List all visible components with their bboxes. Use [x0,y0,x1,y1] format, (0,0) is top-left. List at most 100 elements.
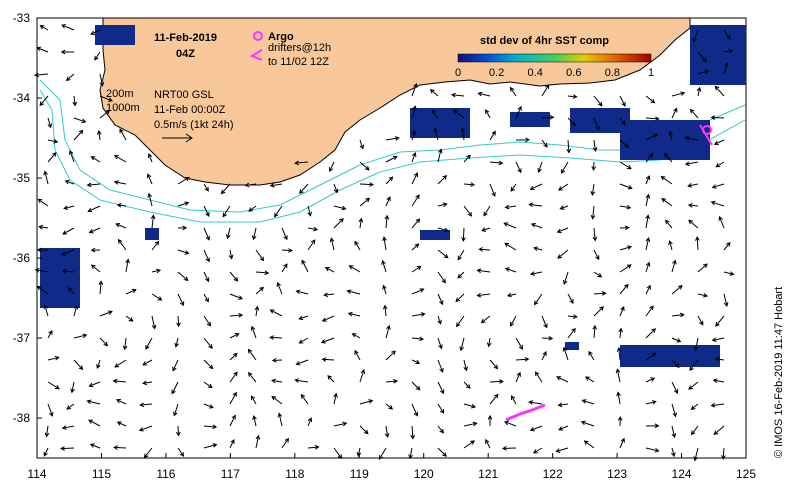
longitude-axis: 114 115 116 117 118 119 120 121 122 123 124 125 [27,453,756,481]
colorbar-tick-label: 0.6 [566,67,581,79]
current-arrow [671,425,677,439]
current-arrow [320,337,335,344]
current-arrow [723,271,735,276]
current-arrow [358,217,364,229]
current-arrow [34,72,49,78]
current-arrow [411,265,422,273]
colorbar-tick-label: 0.4 [528,67,543,79]
current-arrow [721,447,726,460]
current-arrow [113,180,127,185]
current-arrow [463,359,469,372]
current-arrow [301,259,309,273]
current-arrow [509,86,517,97]
current-arrow [119,128,127,141]
current-arrow [456,315,465,328]
current-arrow [534,371,543,383]
current-arrow [269,309,283,317]
current-arrow [567,117,577,127]
current-arrow [671,381,679,395]
current-arrow [645,116,660,122]
sst-patch [40,248,80,308]
current-arrow [203,403,214,409]
current-arrow [515,137,530,143]
current-arrow [88,227,101,234]
current-arrow [592,324,598,339]
current-arrow [307,239,316,251]
scale-arrow [162,133,193,143]
current-arrow [437,337,443,350]
current-arrow [36,46,49,53]
current-arrow [229,414,236,427]
lon-tick-label: 117 [221,467,240,481]
current-arrow [619,117,626,126]
current-arrow [203,381,213,389]
colorbar-title: std dev of 4hr SST comp [480,35,609,47]
current-arrow [333,421,348,427]
current-arrow [476,268,491,274]
current-arrow [229,312,244,318]
current-arrow [61,24,75,31]
current-arrow [504,204,517,210]
current-arrow [68,149,75,163]
current-arrow [485,108,491,119]
current-arrow [711,183,725,189]
current-arrow [619,161,632,170]
current-arrow [660,175,673,185]
current-arrow [710,115,725,120]
current-arrow [73,333,88,339]
current-arrow [663,152,673,163]
current-arrow [348,265,361,273]
colorbar-tick-label: 0.2 [489,67,504,79]
current-arrow [61,268,75,274]
current-arrow [333,205,347,211]
current-arrow [47,329,53,339]
current-arrow [203,205,210,217]
current-arrow [723,29,731,40]
current-arrow [177,271,189,282]
current-arrow [711,337,725,343]
current-arrow [459,337,465,352]
current-arrow [295,359,309,366]
current-arrow [452,109,465,119]
current-arrow [142,380,153,386]
current-arrow [671,107,678,119]
current-arrow [557,183,569,191]
argo-icon [253,31,263,41]
current-scale: 0.5m/s (1kt 24h) [154,119,233,131]
drifter-track [699,124,713,146]
contour-200m-label: 200m [106,88,134,100]
current-arrow [537,161,543,174]
current-arrow [615,368,621,383]
current-arrow [556,376,569,383]
current-arrow [485,438,491,449]
current-arrow [298,183,309,194]
current-arrow [645,175,651,185]
current-arrow [567,293,574,304]
current-arrow [645,214,650,229]
credit-label: © IMOS 16-Feb-2019 11:47 Hobart [773,287,785,458]
current-arrow [437,381,445,395]
sst-patch [510,112,550,127]
current-arrow [384,214,390,229]
current-arrow [560,161,569,174]
current-arrow [73,359,84,371]
current-arrow [592,227,598,242]
current-arrow [411,152,417,163]
sst-patch [145,228,159,240]
current-arrow [382,304,388,317]
current-arrow [60,49,75,55]
current-arrow [228,249,234,260]
current-arrow [203,424,218,430]
drifter-track [505,403,546,422]
current-arrow [692,29,699,43]
current-arrow [714,356,725,362]
current-arrow [151,268,162,274]
sst-patch [95,25,135,45]
current-arrow [385,196,391,207]
current-arrow [593,249,600,261]
current-arrow [410,425,416,440]
current-arrow [723,293,729,307]
current-arrow [712,378,725,384]
current-arrow [117,238,127,251]
current-arrow [556,227,569,234]
